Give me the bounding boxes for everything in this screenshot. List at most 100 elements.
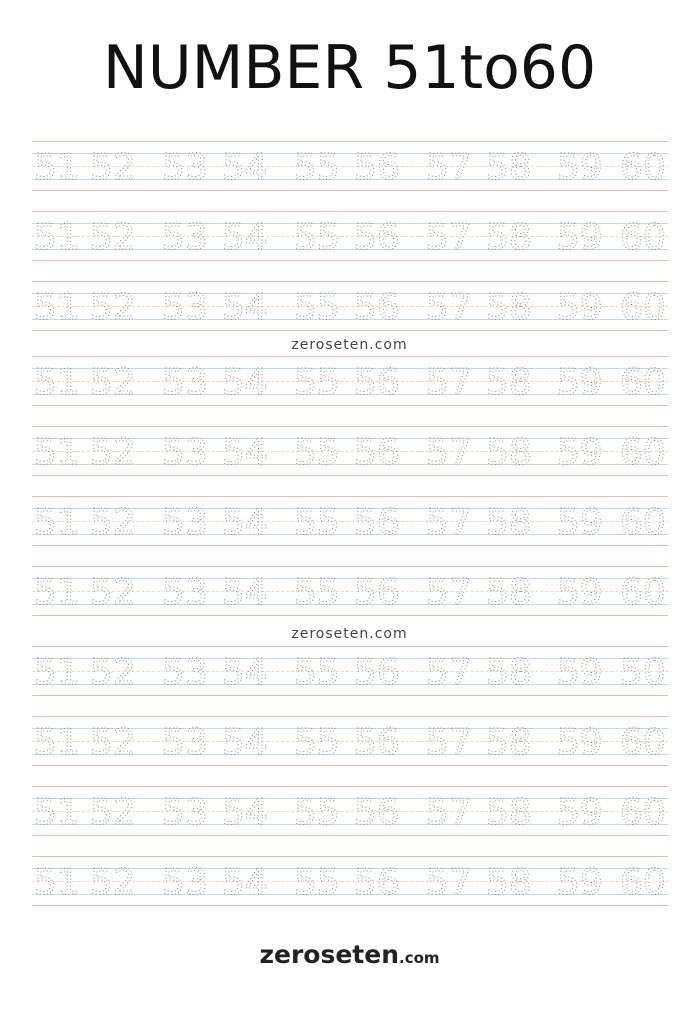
trace-number: 60: [620, 572, 666, 613]
trace-number: 52: [90, 572, 136, 613]
trace-number: 52: [90, 432, 136, 473]
trace-number: 54: [222, 722, 268, 763]
guide-line: [32, 356, 668, 357]
guide-line: [32, 394, 668, 395]
guide-line: [32, 426, 668, 427]
trace-number: 60: [620, 722, 666, 763]
guide-line: [32, 223, 668, 224]
guide-line: [32, 786, 668, 787]
tracing-row: 51 52 53 54 55 56 57 58 59 60: [32, 566, 668, 616]
trace-number: 53: [162, 572, 208, 613]
trace-number: 59: [557, 722, 603, 763]
trace-number: 51: [34, 572, 80, 613]
trace-number: 55: [294, 722, 340, 763]
trace-number: 59: [557, 362, 603, 403]
trace-number: 57: [426, 217, 472, 258]
trace-number: 52: [90, 217, 136, 258]
trace-number: 59: [557, 217, 603, 258]
trace-number: 55: [294, 217, 340, 258]
trace-number: 56: [354, 217, 400, 258]
trace-number: 56: [354, 147, 400, 188]
guide-line: [32, 716, 668, 717]
trace-number: 52: [90, 147, 136, 188]
trace-number: 59: [557, 287, 603, 328]
trace-number: 57: [426, 502, 472, 543]
guide-line: [32, 566, 668, 567]
guide-line: [32, 368, 668, 369]
trace-number: 50: [620, 652, 666, 693]
trace-number: 59: [557, 502, 603, 543]
trace-number: 56: [354, 862, 400, 903]
trace-number: 58: [486, 652, 532, 693]
traceable-numbers: 51 52 53 54 55 56 57 58 59 50: [34, 652, 667, 694]
trace-number: 58: [486, 147, 532, 188]
trace-number: 51: [34, 502, 80, 543]
trace-number: 57: [426, 362, 472, 403]
traceable-numbers: 51 52 53 54 55 56 57 58 59 60: [34, 217, 667, 259]
trace-number: 51: [34, 217, 80, 258]
trace-number: 58: [486, 217, 532, 258]
guide-line: [32, 438, 668, 439]
trace-number: 53: [162, 287, 208, 328]
trace-number: 59: [557, 432, 603, 473]
guide-line: [32, 615, 668, 616]
trace-number: 52: [90, 722, 136, 763]
trace-number: 53: [162, 217, 208, 258]
trace-number: 57: [426, 287, 472, 328]
trace-number: 51: [34, 792, 80, 833]
guide-line: [32, 824, 668, 825]
guide-line: [32, 521, 668, 522]
guide-line: [32, 236, 668, 237]
trace-number: 53: [162, 432, 208, 473]
traceable-numbers: 51 52 53 54 55 56 57 58 59 60: [34, 502, 667, 544]
trace-number: 51: [34, 362, 80, 403]
trace-number: 60: [620, 432, 666, 473]
trace-number: 53: [162, 362, 208, 403]
trace-number: 52: [90, 287, 136, 328]
guide-line: [32, 658, 668, 659]
trace-number: 57: [426, 652, 472, 693]
trace-number: 60: [620, 217, 666, 258]
guide-line: [32, 604, 668, 605]
trace-number: 52: [90, 862, 136, 903]
trace-number: 56: [354, 362, 400, 403]
trace-number: 56: [354, 432, 400, 473]
trace-number: 54: [222, 147, 268, 188]
trace-number: 56: [354, 722, 400, 763]
tracing-row: 51 52 53 54 55 56 57 58 59 60: [32, 786, 668, 836]
tracing-row: 51 52 53 54 55 56 57 58 59 60: [32, 426, 668, 476]
trace-number: 55: [294, 432, 340, 473]
guide-line: [32, 798, 668, 799]
guide-line: [32, 754, 668, 755]
trace-number: 54: [222, 362, 268, 403]
trace-number: 54: [222, 287, 268, 328]
guide-line: [32, 319, 668, 320]
trace-number: 55: [294, 652, 340, 693]
trace-number: 58: [486, 792, 532, 833]
trace-number: 54: [222, 792, 268, 833]
tracing-row: 51 52 53 54 55 56 57 58 59 50: [32, 646, 668, 696]
guide-line: [32, 591, 668, 592]
tracing-row: 51 52 53 54 55 56 57 58 59 60: [32, 141, 668, 191]
guide-line: [32, 534, 668, 535]
tracing-row: 51 52 53 54 55 56 57 58 59 60: [32, 716, 668, 766]
trace-number: 57: [426, 572, 472, 613]
trace-number: 54: [222, 432, 268, 473]
guide-line: [32, 646, 668, 647]
trace-number: 51: [34, 862, 80, 903]
watermark: zeroseten.com: [291, 626, 408, 642]
trace-number: 57: [426, 792, 472, 833]
guide-line: [32, 381, 668, 382]
trace-number: 60: [620, 287, 666, 328]
traceable-numbers: 51 52 53 54 55 56 57 58 59 60: [34, 862, 667, 904]
trace-number: 60: [620, 862, 666, 903]
guide-line: [32, 695, 668, 696]
trace-number: 56: [354, 652, 400, 693]
trace-number: 59: [557, 572, 603, 613]
guide-line: [32, 166, 668, 167]
trace-number: 56: [354, 572, 400, 613]
guide-line: [32, 671, 668, 672]
guide-line: [32, 260, 668, 261]
traceable-numbers: 51 52 53 54 55 56 57 58 59 60: [34, 147, 667, 189]
guide-line: [32, 765, 668, 766]
